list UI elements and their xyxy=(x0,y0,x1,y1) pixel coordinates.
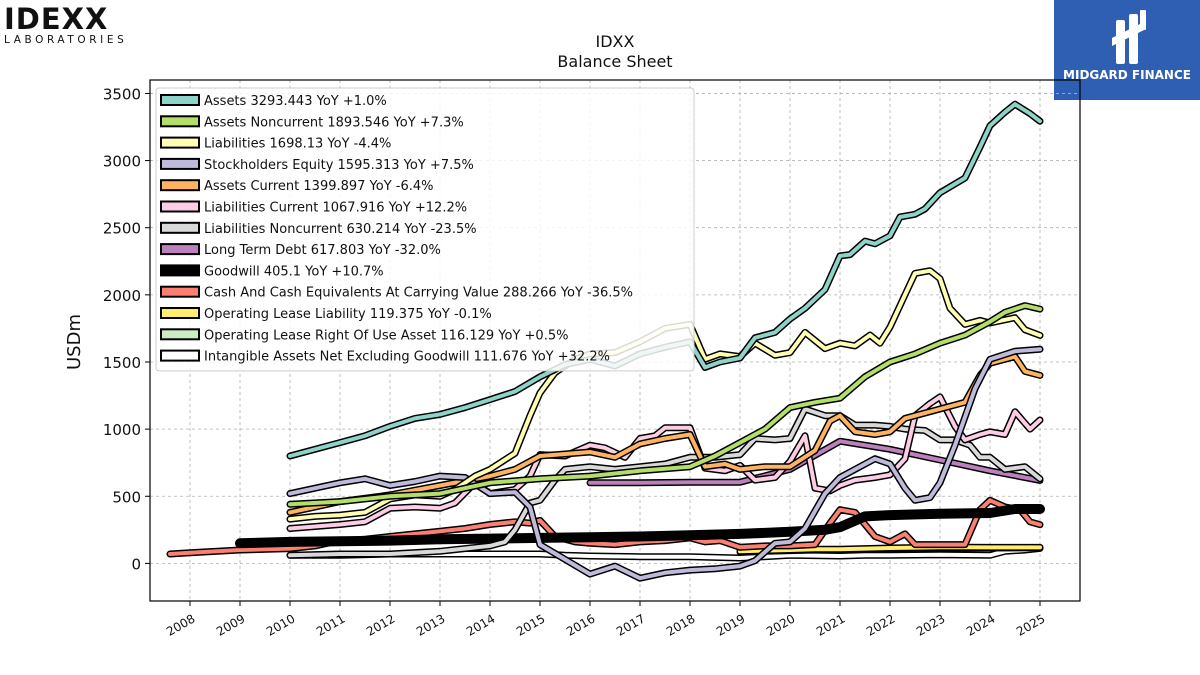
y-tick-label: 0 xyxy=(131,555,141,573)
legend-label: Assets 3293.443 YoY +1.0% xyxy=(204,94,387,109)
legend-label: Assets Current 1399.897 YoY -6.4% xyxy=(204,179,434,194)
y-tick-label: 3000 xyxy=(103,153,141,171)
x-tick-label: 2020 xyxy=(764,611,797,638)
series-line-outline xyxy=(235,504,1045,549)
legend-label: Long Term Debt 617.803 YoY -32.0% xyxy=(204,243,441,258)
series-line-stroke xyxy=(288,347,1042,581)
legend-label: Liabilities 1698.13 YoY -4.4% xyxy=(204,137,391,152)
x-tick-label: 2011 xyxy=(314,611,347,638)
series-line xyxy=(286,100,1044,460)
y-tick-label: 2000 xyxy=(103,287,141,305)
series-line xyxy=(586,437,1044,487)
legend-swatch xyxy=(160,307,200,319)
legend-swatch xyxy=(160,179,200,192)
y-tick-label: 500 xyxy=(112,488,141,506)
series-line-stroke xyxy=(288,303,1042,507)
x-tick-label: 2013 xyxy=(414,611,447,638)
x-tick-label: 2023 xyxy=(914,611,947,638)
series-line-stroke xyxy=(288,354,1042,515)
x-tick-label: 2024 xyxy=(964,611,997,638)
legend-swatch xyxy=(160,94,200,106)
y-tick-label: 3500 xyxy=(103,85,141,103)
legend-swatch xyxy=(160,349,200,362)
plot-frame xyxy=(149,79,1081,602)
legend: Assets 3293.443 YoY +1.0% Assets Noncurre… xyxy=(155,87,695,372)
idexx-logo-subtitle: LABORATORIES xyxy=(4,34,128,46)
legend-swatch xyxy=(160,221,200,234)
legend-label: Stockholders Equity 1595.313 YoY +7.5% xyxy=(204,158,474,173)
x-tick-label: 2015 xyxy=(514,611,547,638)
idexx-logo: IDEXX LABORATORIES xyxy=(4,4,154,50)
series-line xyxy=(286,353,1044,516)
legend-label: Liabilities Current 1067.916 YoY +12.2% xyxy=(204,201,467,216)
series-line xyxy=(736,543,1044,555)
legend-swatch xyxy=(160,264,200,277)
series-line xyxy=(286,345,1044,582)
series-line-stroke xyxy=(288,546,1042,560)
y-tick-label: 2500 xyxy=(103,220,141,238)
x-tick-label: 2018 xyxy=(664,611,697,638)
legend-label: Operating Lease Liability 119.375 YoY -0… xyxy=(204,307,492,322)
y-tick-label: 1500 xyxy=(103,354,141,372)
legend-swatch xyxy=(160,136,200,149)
legend-label: Cash And Cash Equivalents At Carrying Va… xyxy=(204,286,633,301)
idexx-logo-wordmark: IDEXX xyxy=(4,2,109,36)
legend-swatch xyxy=(160,328,200,341)
legend-box xyxy=(155,87,695,372)
series-group xyxy=(166,100,1045,582)
series-line-stroke xyxy=(288,102,1042,458)
series-line xyxy=(286,302,1044,508)
legend-label: Goodwill 405.1 YoY +10.7% xyxy=(204,264,384,279)
x-tick-label: 2025 xyxy=(1014,611,1047,638)
legend-label: Intangible Assets Net Excluding Goodwill… xyxy=(204,350,610,365)
x-tick-label: 2008 xyxy=(164,611,197,638)
x-tick-label: 2019 xyxy=(714,611,747,638)
y-tick-label: 1000 xyxy=(103,421,141,439)
midgard-emblem-icon xyxy=(1112,10,1146,64)
x-tick-label: 2009 xyxy=(214,611,247,638)
legend-swatch xyxy=(160,285,200,298)
x-tick-label: 2014 xyxy=(464,611,497,638)
x-tick-label: 2016 xyxy=(564,611,597,638)
x-tick-label: 2010 xyxy=(264,611,297,638)
legend-swatch xyxy=(160,243,200,256)
legend-label: Operating Lease Right Of Use Asset 116.1… xyxy=(204,328,568,343)
legend-label: Liabilities Noncurrent 630.214 YoY -23.5… xyxy=(204,222,477,237)
midgard-finance-brand: MIDGARD FINANCE xyxy=(1063,68,1191,82)
legend-label: Assets Noncurrent 1893.546 YoY +7.3% xyxy=(204,115,464,130)
x-tick-label: 2021 xyxy=(814,611,847,638)
chart-title: IDXX xyxy=(595,32,635,51)
x-tick-label: 2017 xyxy=(614,611,647,638)
chart-subtitle: Balance Sheet xyxy=(557,52,673,71)
legend-swatch xyxy=(160,157,200,170)
series-line xyxy=(286,544,1044,562)
legend-swatch xyxy=(160,115,200,128)
legend-swatch xyxy=(160,200,200,213)
y-axis-label: USDm xyxy=(64,314,85,370)
series-line-stroke xyxy=(588,439,1042,485)
series-line xyxy=(235,504,1045,549)
x-tick-label: 2022 xyxy=(864,611,897,638)
series-line-stroke xyxy=(738,545,1042,554)
midgard-finance-logo: MIDGARD FINANCE xyxy=(1054,0,1200,100)
x-tick-label: 2012 xyxy=(364,611,397,638)
